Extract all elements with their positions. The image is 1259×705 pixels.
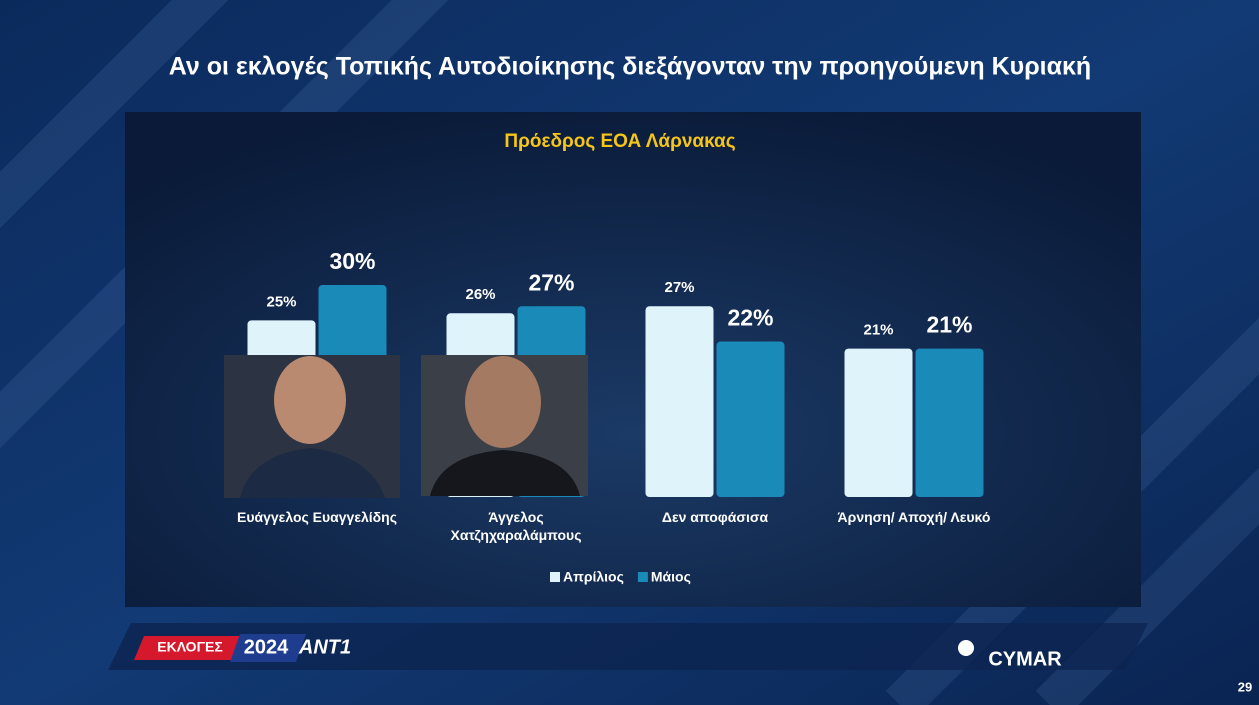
- photo: [224, 355, 588, 498]
- suit: [240, 448, 385, 498]
- year-badge: [230, 634, 306, 662]
- value-label: 27%: [528, 269, 574, 295]
- chart-title: Πρόεδρος ΕΟΑ Λάρνακας: [504, 131, 735, 152]
- category-label: Δεν αποφάσισα: [661, 509, 769, 525]
- legend-swatch: [637, 572, 648, 582]
- legend-swatch: [550, 572, 560, 582]
- legend-label: Μάιος: [651, 569, 691, 585]
- face: [274, 356, 346, 444]
- footer-bar: [108, 623, 1148, 670]
- election-badge: [134, 636, 248, 660]
- bar: [716, 341, 785, 497]
- category-label: Ευάγγελος Ευαγγελίδης: [237, 509, 397, 525]
- value-label: 21%: [926, 312, 972, 338]
- slide-title: Αν οι εκλογές Τοπικής Αυτοδιοίκησης διεξ…: [169, 53, 1091, 81]
- value-label: 22%: [727, 305, 773, 331]
- category-label: Άρνηση/ Αποχή/ Λευκό: [837, 509, 991, 525]
- value-label: 21%: [863, 322, 893, 339]
- value-label: 25%: [266, 293, 296, 310]
- pollster-icon: [958, 640, 974, 656]
- election-label: ΕΚΛΟΓΕΣ: [157, 639, 222, 655]
- value-label: 27%: [664, 279, 694, 296]
- value-label: 30%: [329, 248, 375, 274]
- face: [465, 356, 541, 448]
- bar: [844, 348, 913, 497]
- year-label: 2024: [244, 636, 289, 658]
- channel-logo: ANT1: [298, 636, 351, 658]
- jacket: [430, 450, 580, 496]
- value-label: 26%: [465, 286, 495, 303]
- bar: [915, 348, 984, 497]
- page-number: 29: [1238, 679, 1252, 694]
- category-label: Άγγελος Χατζηχαραλάμπους: [450, 509, 582, 543]
- pollster-logo: CYMAR: [988, 648, 1062, 670]
- legend-label: Απρίλιος: [563, 569, 624, 585]
- bar: [645, 306, 714, 497]
